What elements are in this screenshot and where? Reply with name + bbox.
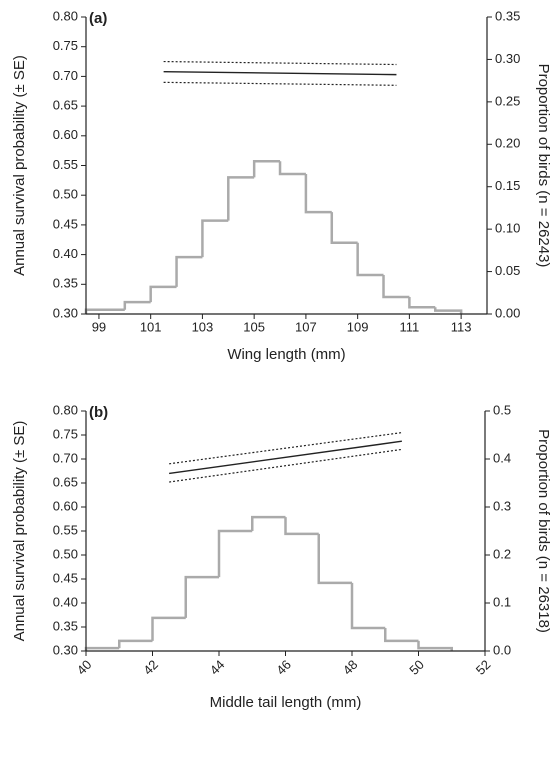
histogram-step (434, 307, 463, 314)
y2-tick-label: 0.35 (495, 8, 520, 23)
x-tick-label: 40 (74, 657, 95, 678)
y2-tick-label: 0.05 (495, 263, 520, 278)
y2-axis-label: Proportion of birds (n = 26318) (535, 429, 552, 633)
histogram-step (350, 582, 386, 630)
x-tick-label: 105 (243, 319, 265, 334)
histogram-step (330, 212, 358, 244)
x-tick-label: 52 (473, 657, 494, 678)
histogram-step (184, 575, 219, 618)
series-line (163, 81, 397, 86)
y-tick-label: 0.40 (53, 246, 78, 261)
y-tick-label: 0.55 (53, 157, 78, 172)
y2-tick-label: 0.2 (493, 546, 511, 561)
y-tick-label: 0.50 (53, 187, 78, 202)
histogram-step (356, 242, 384, 277)
histogram-step (408, 297, 436, 309)
y-tick-label: 0.70 (53, 68, 78, 83)
y2-tick-label: 0.3 (493, 498, 511, 513)
y-axis-label: Annual survival probability (± SE) (11, 421, 28, 642)
x-tick-label: 101 (140, 319, 162, 334)
histogram-step (284, 517, 319, 536)
y-tick-label: 0.35 (53, 618, 78, 633)
y2-tick-label: 0.30 (495, 51, 520, 66)
panel-label: (a) (89, 10, 107, 27)
y-tick-label: 0.60 (53, 498, 78, 513)
y2-tick-label: 0.1 (493, 594, 511, 609)
y-tick-label: 0.70 (53, 450, 78, 465)
x-tick-label: 50 (406, 657, 427, 678)
x-axis-label: Middle tail length (mm) (210, 694, 362, 711)
y-tick-label: 0.75 (53, 38, 78, 53)
y-tick-label: 0.45 (53, 570, 78, 585)
series-line (163, 70, 397, 76)
series-line (169, 440, 402, 475)
histogram-step (251, 515, 286, 531)
histogram-step (201, 219, 229, 258)
y2-tick-label: 0.5 (493, 402, 511, 417)
x-tick-label: 99 (92, 319, 106, 334)
x-axis-label: Wing length (mm) (227, 346, 345, 363)
histogram-step (149, 285, 177, 303)
y2-tick-label: 0.20 (495, 136, 520, 151)
y-tick-label: 0.60 (53, 127, 78, 142)
x-tick-label: 48 (340, 657, 361, 678)
histogram-step (217, 529, 253, 578)
y-axis-label: Annual survival probability (± SE) (11, 55, 28, 276)
x-tick-label: 111 (400, 319, 420, 334)
x-tick-label: 42 (140, 657, 161, 678)
y2-tick-label: 0.00 (495, 305, 520, 320)
histogram-step (317, 533, 352, 585)
histogram-step (175, 255, 203, 287)
y-tick-label: 0.55 (53, 522, 78, 537)
x-tick-label: 107 (295, 319, 317, 334)
y-tick-label: 0.30 (53, 305, 78, 320)
y2-tick-label: 0.4 (493, 450, 511, 465)
series-line (163, 60, 397, 66)
y-tick-label: 0.40 (53, 594, 78, 609)
y-tick-label: 0.80 (53, 8, 78, 23)
y-tick-label: 0.50 (53, 546, 78, 561)
x-tick-label: 44 (207, 657, 228, 678)
histogram-step (84, 308, 125, 314)
x-tick-label: 103 (192, 319, 214, 334)
y2-tick-label: 0.10 (495, 221, 520, 236)
x-tick-label: 113 (451, 319, 472, 334)
y2-tick-label: 0.15 (495, 178, 520, 193)
series-line (169, 448, 402, 483)
histogram-step (227, 176, 255, 221)
x-tick-label: 109 (347, 319, 369, 334)
histogram-step (252, 160, 281, 178)
y2-axis-label: Proportion of birds (n = 26243) (535, 64, 552, 268)
histogram-step (278, 161, 306, 176)
panel-label: (b) (89, 404, 108, 421)
histogram-step (382, 274, 410, 299)
y-tick-label: 0.80 (53, 402, 78, 417)
x-tick-label: 46 (273, 657, 294, 678)
y2-tick-label: 0.25 (495, 93, 520, 108)
histogram-step (417, 640, 453, 651)
histogram-step (118, 639, 153, 649)
histogram-step (304, 173, 332, 214)
series-line (169, 432, 402, 465)
y2-tick-label: 0.0 (493, 642, 511, 657)
histogram-step (384, 627, 419, 643)
y-tick-label: 0.75 (53, 426, 78, 441)
y-tick-label: 0.65 (53, 98, 78, 113)
y-tick-label: 0.30 (53, 642, 78, 657)
y-tick-label: 0.65 (53, 474, 78, 489)
y-tick-label: 0.35 (53, 276, 78, 291)
y-tick-label: 0.45 (53, 216, 78, 231)
histogram-step (123, 300, 151, 310)
histogram-step (151, 616, 186, 641)
